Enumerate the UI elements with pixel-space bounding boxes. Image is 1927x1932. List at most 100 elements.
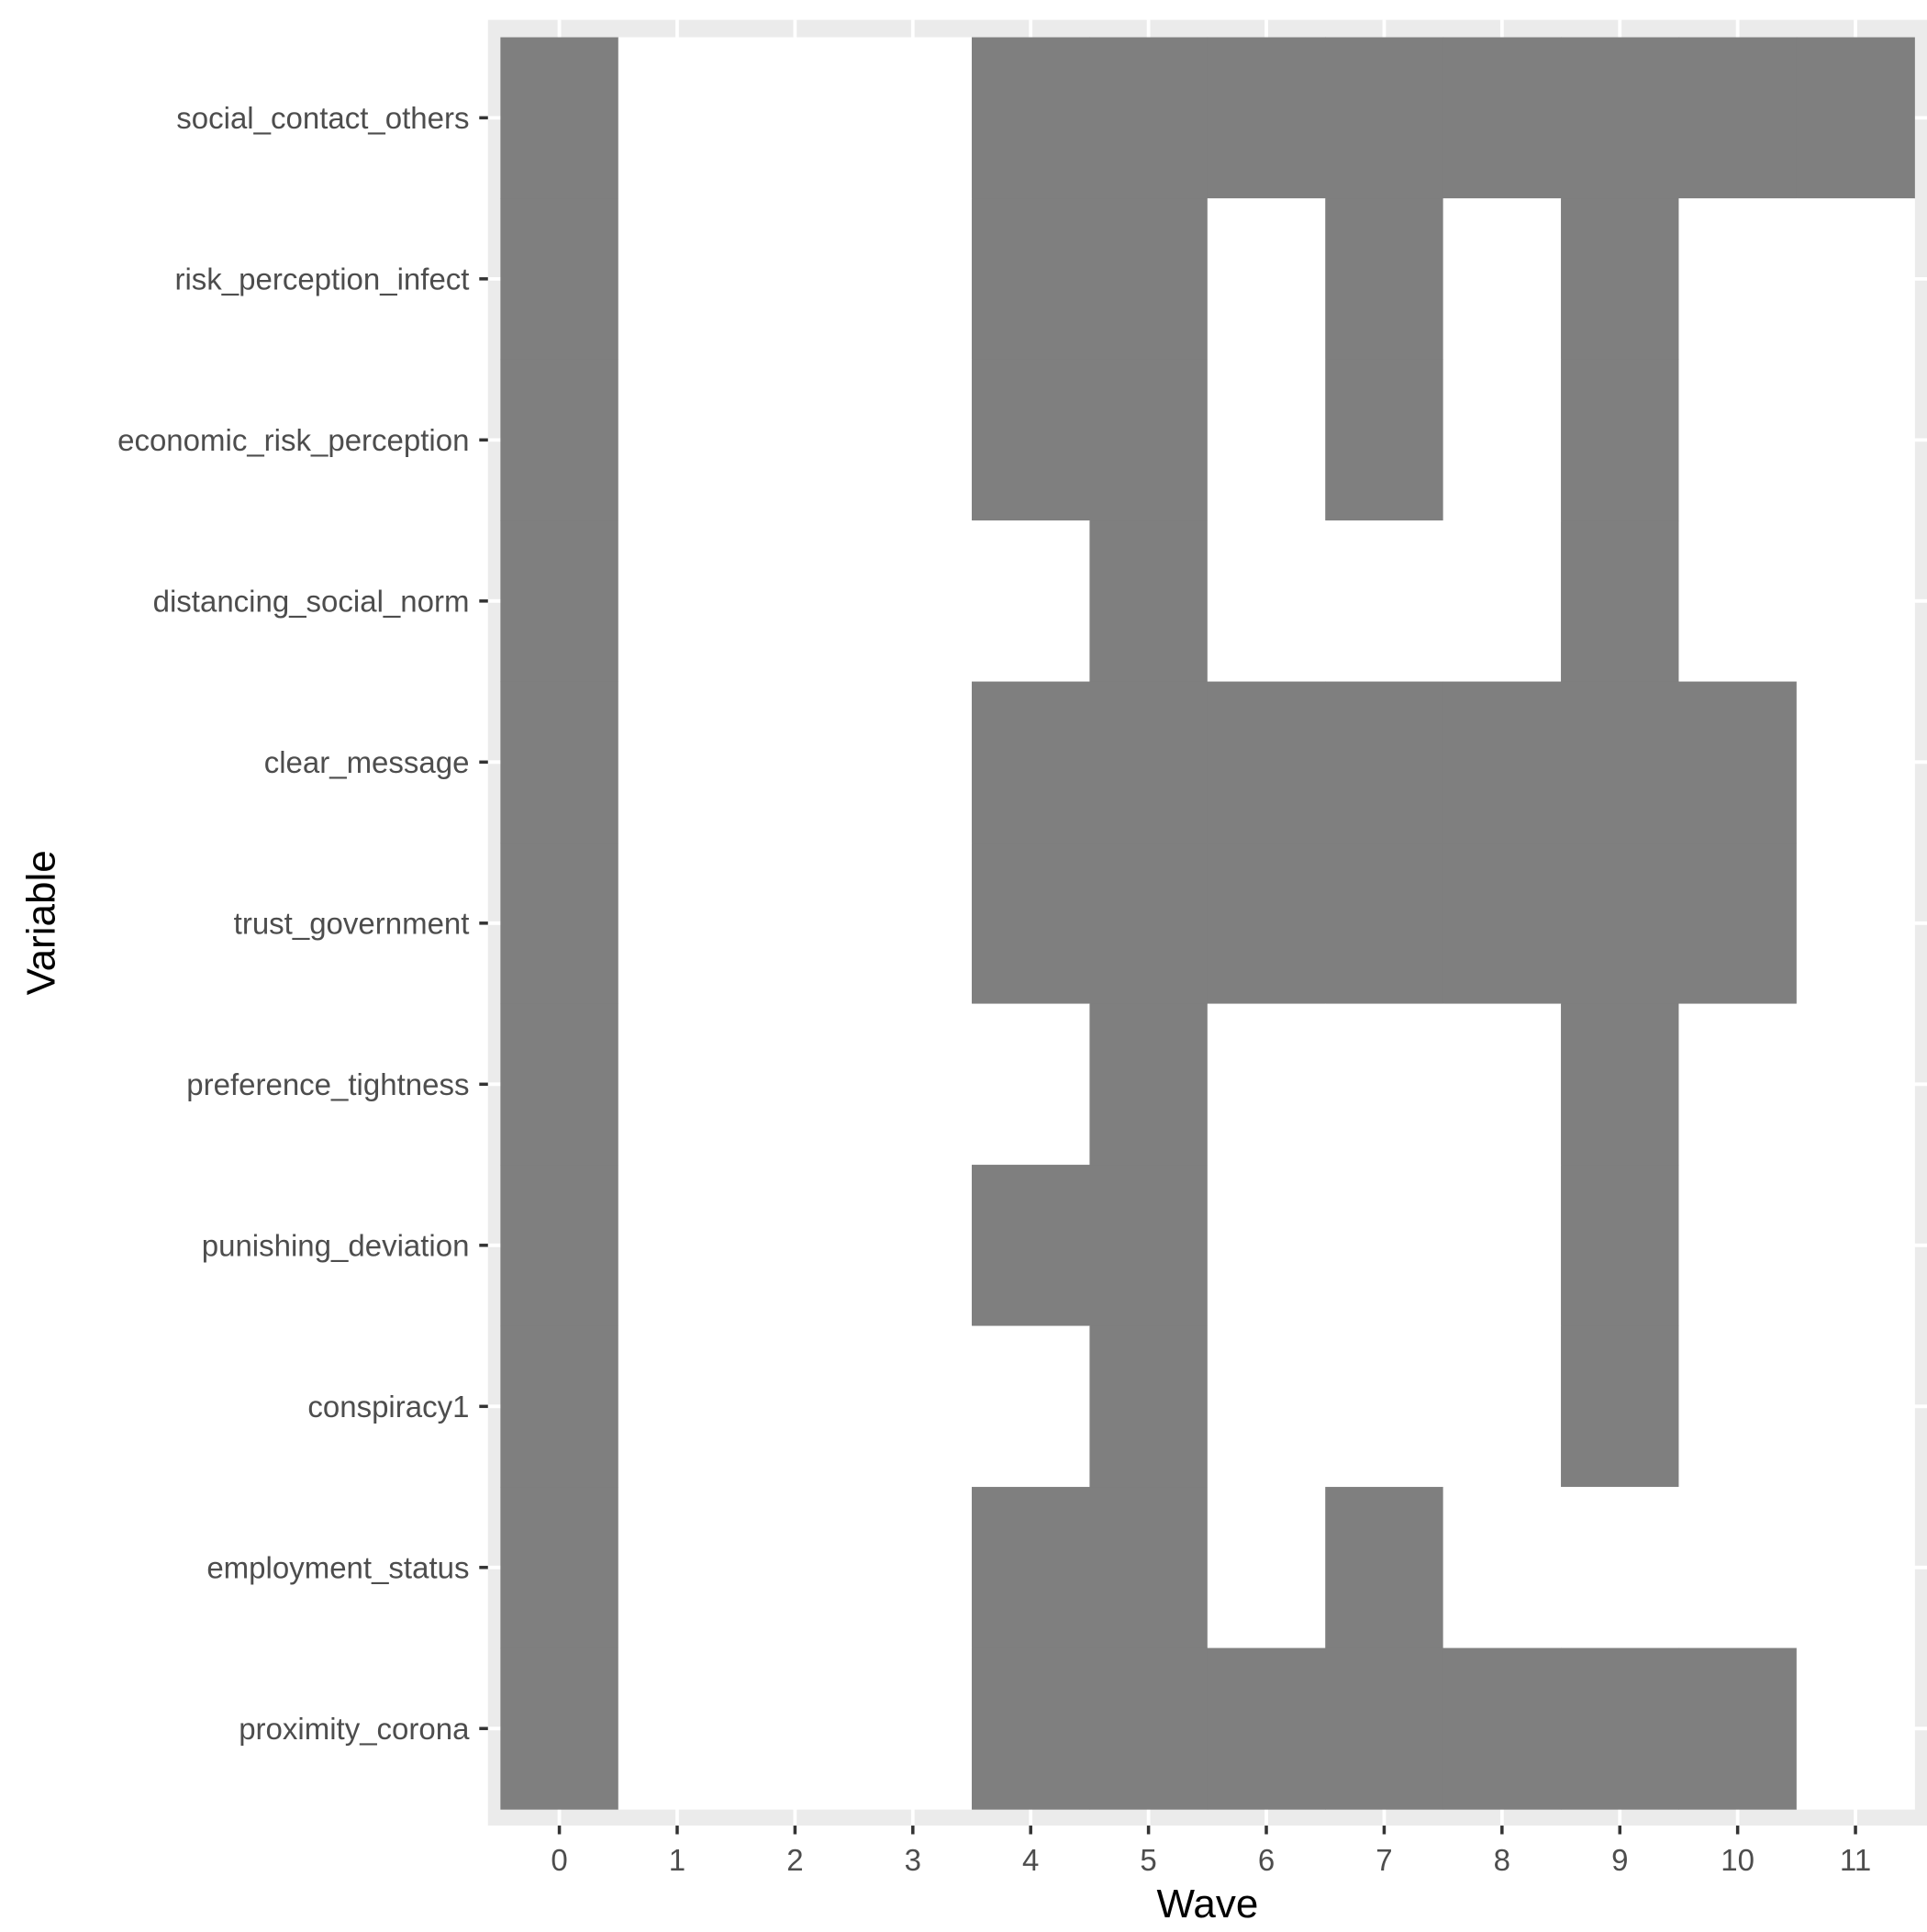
cell-clear_message-wave-9	[1561, 681, 1680, 843]
cell-economic_risk_perception-wave-2	[736, 359, 855, 521]
cell-trust_government-wave-1	[618, 843, 737, 1005]
cell-punishing_deviation-wave-0	[500, 1165, 619, 1327]
cell-preference_tightness-wave-3	[853, 1003, 973, 1166]
cell-risk_perception_infect-wave-11	[1796, 198, 1915, 361]
y-tick-label-proximity_corona: proximity_corona	[239, 1712, 470, 1746]
x-tick-label-0: 0	[551, 1843, 567, 1877]
y-tick-label-distancing_social_norm: distancing_social_norm	[153, 584, 470, 618]
cell-proximity_corona-wave-10	[1678, 1647, 1798, 1810]
x-tick-label-1: 1	[669, 1843, 685, 1877]
cell-distancing_social_norm-wave-3	[853, 520, 973, 683]
x-tick-label-4: 4	[1022, 1843, 1039, 1877]
cell-punishing_deviation-wave-11	[1796, 1165, 1915, 1327]
cell-preference_tightness-wave-4	[971, 1003, 1091, 1166]
cell-clear_message-wave-8	[1442, 681, 1562, 843]
cell-trust_government-wave-9	[1561, 843, 1680, 1005]
cell-distancing_social_norm-wave-9	[1561, 520, 1680, 683]
cell-punishing_deviation-wave-7	[1325, 1165, 1444, 1327]
cell-social_contact_others-wave-3	[853, 37, 973, 199]
cell-distancing_social_norm-wave-1	[618, 520, 737, 683]
y-tick-label-risk_perception_infect: risk_perception_infect	[174, 262, 469, 296]
cell-proximity_corona-wave-4	[971, 1647, 1091, 1810]
y-tick-label-clear_message: clear_message	[264, 745, 470, 779]
cell-clear_message-wave-7	[1325, 681, 1444, 843]
y-tick-label-trust_government: trust_government	[234, 906, 470, 940]
cell-social_contact_others-wave-5	[1089, 37, 1209, 199]
cell-economic_risk_perception-wave-3	[853, 359, 973, 521]
cell-employment_status-wave-6	[1207, 1487, 1326, 1649]
x-tick-label-8: 8	[1494, 1843, 1510, 1877]
cell-proximity_corona-wave-11	[1796, 1647, 1915, 1810]
cell-risk_perception_infect-wave-3	[853, 198, 973, 361]
cell-economic_risk_perception-wave-9	[1561, 359, 1680, 521]
cell-economic_risk_perception-wave-8	[1442, 359, 1562, 521]
cell-conspiracy1-wave-8	[1442, 1325, 1562, 1488]
cell-social_contact_others-wave-0	[500, 37, 619, 199]
cell-social_contact_others-wave-4	[971, 37, 1091, 199]
cell-economic_risk_perception-wave-0	[500, 359, 619, 521]
cell-employment_status-wave-3	[853, 1487, 973, 1649]
cell-clear_message-wave-10	[1678, 681, 1798, 843]
cell-economic_risk_perception-wave-7	[1325, 359, 1444, 521]
cell-preference_tightness-wave-7	[1325, 1003, 1444, 1166]
cell-risk_perception_infect-wave-1	[618, 198, 737, 361]
cell-conspiracy1-wave-2	[736, 1325, 855, 1488]
cell-preference_tightness-wave-1	[618, 1003, 737, 1166]
x-tick-label-7: 7	[1376, 1843, 1392, 1877]
cell-risk_perception_infect-wave-8	[1442, 198, 1562, 361]
cell-clear_message-wave-4	[971, 681, 1091, 843]
cell-employment_status-wave-9	[1561, 1487, 1680, 1649]
cell-social_contact_others-wave-8	[1442, 37, 1562, 199]
cell-trust_government-wave-4	[971, 843, 1091, 1005]
cell-economic_risk_perception-wave-11	[1796, 359, 1915, 521]
cell-trust_government-wave-6	[1207, 843, 1326, 1005]
cell-preference_tightness-wave-5	[1089, 1003, 1209, 1166]
cell-punishing_deviation-wave-3	[853, 1165, 973, 1327]
x-tick-label-5: 5	[1140, 1843, 1156, 1877]
y-tick-label-social_contact_others: social_contact_others	[176, 101, 469, 135]
cell-risk_perception_infect-wave-7	[1325, 198, 1444, 361]
cell-preference_tightness-wave-11	[1796, 1003, 1915, 1166]
x-axis: 0 1 2 3 4 5 6 7 8 9 10 11	[551, 1826, 1871, 1877]
cell-proximity_corona-wave-2	[736, 1647, 855, 1810]
cell-trust_government-wave-8	[1442, 843, 1562, 1005]
cell-trust_government-wave-11	[1796, 843, 1915, 1005]
cell-conspiracy1-wave-1	[618, 1325, 737, 1488]
cell-punishing_deviation-wave-5	[1089, 1165, 1209, 1327]
cell-distancing_social_norm-wave-5	[1089, 520, 1209, 683]
cell-proximity_corona-wave-1	[618, 1647, 737, 1810]
cell-proximity_corona-wave-9	[1561, 1647, 1680, 1810]
cell-risk_perception_infect-wave-2	[736, 198, 855, 361]
x-tick-label-2: 2	[786, 1843, 803, 1877]
cell-clear_message-wave-11	[1796, 681, 1915, 843]
cell-economic_risk_perception-wave-10	[1678, 359, 1798, 521]
cell-conspiracy1-wave-7	[1325, 1325, 1444, 1488]
cell-social_contact_others-wave-1	[618, 37, 737, 199]
cell-economic_risk_perception-wave-5	[1089, 359, 1209, 521]
y-axis-title: Variable	[19, 850, 64, 995]
cell-trust_government-wave-7	[1325, 843, 1444, 1005]
cell-clear_message-wave-5	[1089, 681, 1209, 843]
x-axis-title: Wave	[1156, 1882, 1258, 1926]
cell-employment_status-wave-11	[1796, 1487, 1915, 1649]
cell-economic_risk_perception-wave-1	[618, 359, 737, 521]
cell-trust_government-wave-2	[736, 843, 855, 1005]
cell-trust_government-wave-10	[1678, 843, 1798, 1005]
cell-distancing_social_norm-wave-4	[971, 520, 1091, 683]
cell-distancing_social_norm-wave-6	[1207, 520, 1326, 683]
cell-punishing_deviation-wave-8	[1442, 1165, 1562, 1327]
cell-distancing_social_norm-wave-2	[736, 520, 855, 683]
cell-preference_tightness-wave-2	[736, 1003, 855, 1166]
cell-risk_perception_infect-wave-5	[1089, 198, 1209, 361]
x-tick-label-11: 11	[1840, 1843, 1871, 1877]
y-tick-label-conspiracy1: conspiracy1	[307, 1390, 469, 1424]
cell-preference_tightness-wave-9	[1561, 1003, 1680, 1166]
cell-punishing_deviation-wave-2	[736, 1165, 855, 1327]
cell-preference_tightness-wave-6	[1207, 1003, 1326, 1166]
cell-employment_status-wave-1	[618, 1487, 737, 1649]
cell-trust_government-wave-3	[853, 843, 973, 1005]
cell-risk_perception_infect-wave-10	[1678, 198, 1798, 361]
y-axis: social_contact_others risk_perception_inf…	[117, 101, 488, 1746]
cell-punishing_deviation-wave-4	[971, 1165, 1091, 1327]
